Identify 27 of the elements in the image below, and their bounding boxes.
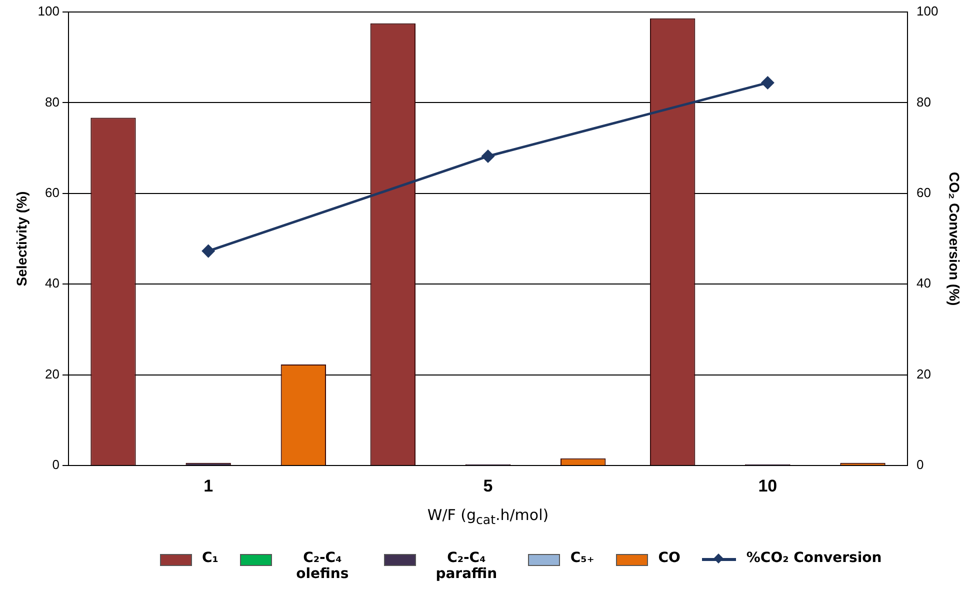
legend-label: C₂-C₄ paraffin — [434, 550, 498, 582]
legend-label: C₂-C₄ olefins — [295, 550, 350, 582]
y-tick-label: 0 — [52, 457, 60, 472]
legend-label: %CO₂ Conversion — [746, 550, 882, 566]
legend-label: C₅₊ — [570, 550, 594, 566]
x-tick-label: 10 — [758, 476, 778, 496]
y2-axis-title: CO₂ Conversion (%) — [946, 172, 963, 306]
y2-tick-label: 60 — [916, 185, 931, 200]
y2-tick-label: 80 — [916, 94, 931, 110]
y-tick-label: 20 — [45, 366, 60, 382]
y-axis-title: Selectivity (%) — [13, 191, 30, 286]
y-tick-label: 100 — [38, 4, 60, 19]
y-tick-label: 60 — [45, 185, 60, 200]
point — [761, 76, 774, 90]
x-tick-label: 1 — [204, 476, 214, 496]
x-axis-title: W/F (g$_{cat}$.h/mol) — [426, 506, 550, 527]
point — [482, 150, 494, 162]
legend-label: C₁ — [202, 550, 218, 566]
y-tick-label: 80 — [45, 94, 60, 110]
y2-tick-label: 20 — [916, 366, 931, 382]
y-tick-label: 40 — [45, 276, 60, 291]
y2-tick-label: 0 — [916, 457, 924, 472]
legend-label: CO — [658, 550, 680, 566]
y2-tick-label: 40 — [916, 276, 931, 291]
y2-tick-label: 100 — [916, 4, 938, 19]
x-tick-label: 5 — [483, 476, 493, 496]
point — [202, 244, 215, 258]
